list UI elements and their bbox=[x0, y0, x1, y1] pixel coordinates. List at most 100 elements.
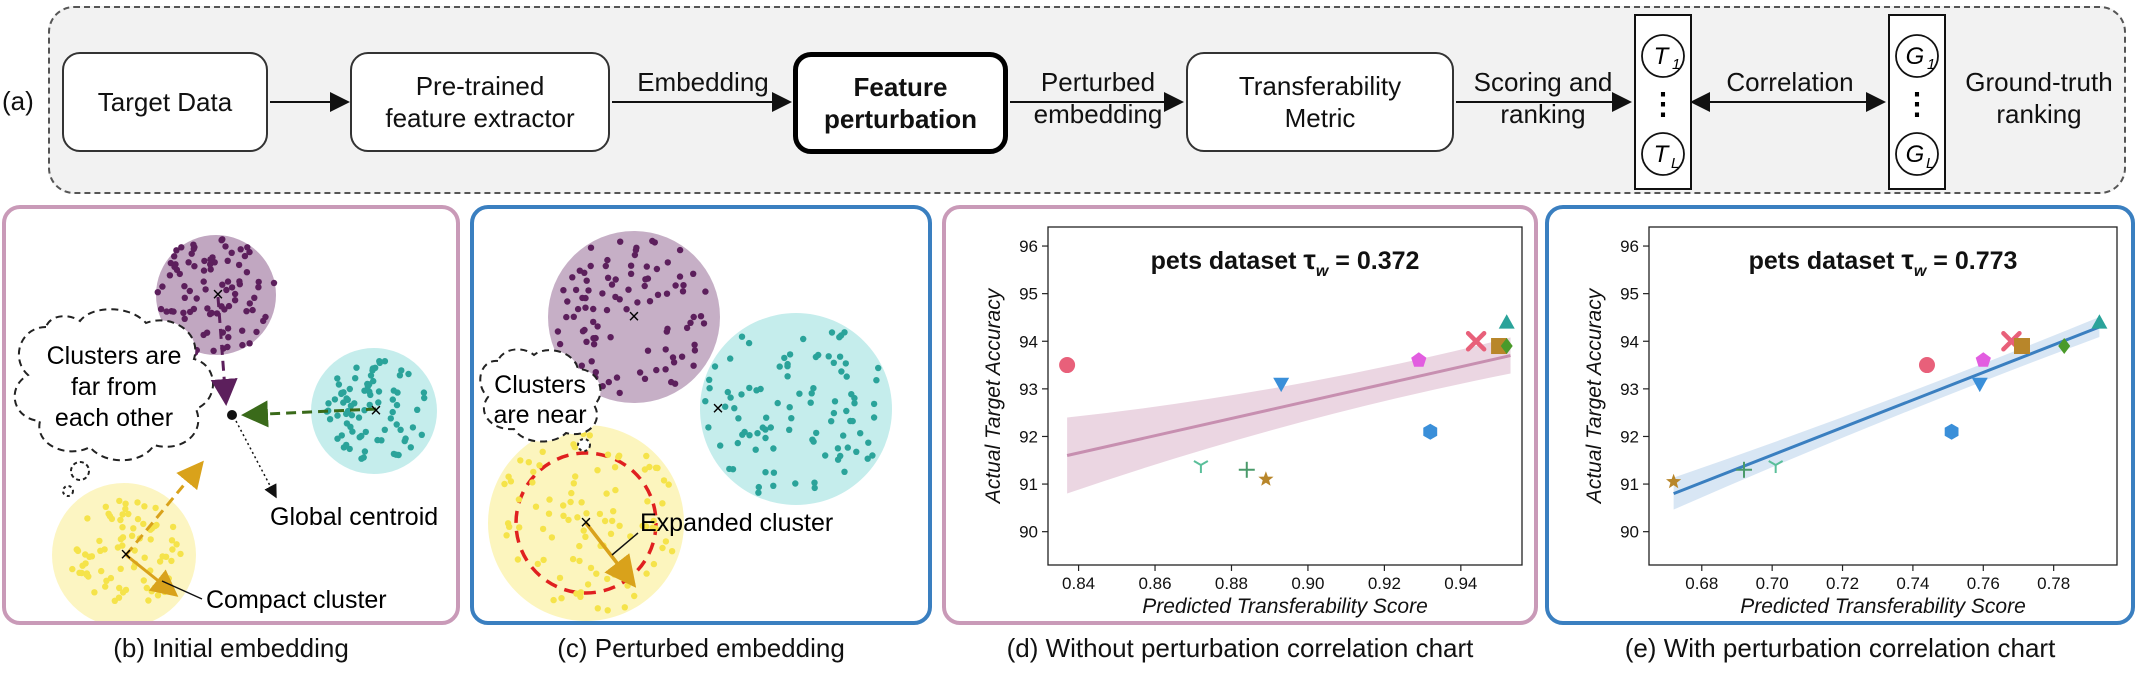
point-purple bbox=[564, 298, 571, 305]
data-point-plus bbox=[1736, 461, 1753, 478]
point-purple bbox=[243, 308, 250, 315]
thought-bubble-tail-perturbed bbox=[577, 438, 591, 452]
node-target-data: Target Data bbox=[62, 52, 268, 152]
point-teal bbox=[726, 465, 733, 473]
x-tick-label: 0.78 bbox=[2037, 574, 2070, 593]
point-purple bbox=[173, 266, 181, 273]
point-teal bbox=[822, 452, 829, 459]
point-purple bbox=[631, 251, 639, 259]
point-purple bbox=[173, 247, 180, 254]
point-teal bbox=[757, 385, 764, 393]
point-purple bbox=[683, 324, 691, 332]
point-teal bbox=[346, 385, 353, 393]
point-purple bbox=[625, 286, 632, 293]
point-yellow bbox=[644, 498, 651, 505]
point-yellow bbox=[665, 481, 672, 488]
point-yellow bbox=[168, 557, 175, 565]
point-teal bbox=[369, 367, 376, 374]
point-teal bbox=[870, 400, 878, 408]
point-yellow bbox=[613, 570, 620, 578]
point-yellow bbox=[560, 502, 567, 509]
point-teal bbox=[754, 430, 761, 437]
point-teal bbox=[355, 414, 363, 421]
point-purple bbox=[255, 284, 262, 291]
point-teal bbox=[397, 426, 404, 433]
arrow-yellow-to-centroid bbox=[124, 460, 204, 556]
point-purple bbox=[554, 328, 562, 335]
thought-bubble-perturbed bbox=[479, 348, 602, 443]
y-tick-label: 96 bbox=[1620, 237, 1639, 256]
point-purple bbox=[225, 302, 233, 310]
point-yellow bbox=[545, 510, 553, 517]
point-teal bbox=[762, 434, 769, 442]
point-teal bbox=[353, 364, 360, 371]
point-teal bbox=[335, 381, 343, 388]
point-yellow bbox=[539, 448, 546, 455]
point-yellow bbox=[143, 584, 150, 592]
data-point-triangle-up bbox=[2091, 314, 2108, 329]
thought-bubble-tail-big bbox=[70, 461, 90, 481]
point-teal bbox=[381, 358, 389, 365]
point-purple bbox=[185, 259, 192, 266]
data-point-square bbox=[1491, 338, 1508, 355]
point-yellow bbox=[576, 542, 583, 550]
point-purple bbox=[181, 315, 188, 322]
panel-initial-embedding: Clusters are far from each other Global … bbox=[2, 205, 460, 625]
point-teal bbox=[390, 387, 397, 394]
point-teal bbox=[343, 420, 351, 427]
data-point-x bbox=[1465, 331, 1487, 352]
point-yellow bbox=[580, 527, 587, 534]
edge-scoring-line1: Scoring and bbox=[1473, 67, 1613, 97]
regression-line bbox=[1066, 354, 1511, 457]
point-purple bbox=[672, 282, 679, 289]
point-teal bbox=[786, 426, 793, 433]
cluster-purple-initial bbox=[156, 235, 276, 355]
point-teal bbox=[396, 372, 404, 379]
point-purple bbox=[641, 375, 649, 382]
point-yellow bbox=[652, 464, 660, 471]
point-purple bbox=[691, 347, 699, 354]
point-yellow bbox=[659, 500, 666, 507]
point-yellow bbox=[646, 463, 653, 471]
rank-t1-letter: T bbox=[1654, 43, 1671, 70]
point-purple bbox=[663, 290, 671, 297]
point-purple bbox=[574, 305, 582, 313]
point-purple bbox=[186, 308, 194, 316]
point-yellow bbox=[607, 530, 615, 537]
point-purple bbox=[244, 244, 251, 251]
point-teal bbox=[875, 364, 882, 372]
point-purple bbox=[690, 270, 697, 277]
chart-without-perturbation: 0.84 0.86 0.88 0.90 0.92 0.94 90 91 92 93 94 95 96 pe… bbox=[982, 226, 1523, 618]
point-teal bbox=[334, 375, 341, 382]
point-purple bbox=[207, 256, 214, 263]
pipeline-arrows bbox=[270, 92, 1886, 112]
point-yellow bbox=[516, 524, 523, 531]
point-purple bbox=[653, 265, 661, 273]
point-teal bbox=[810, 385, 817, 392]
point-yellow bbox=[501, 480, 508, 488]
y-tick-label: 92 bbox=[1019, 427, 1038, 446]
point-purple bbox=[225, 334, 232, 341]
compact-radius-arrow bbox=[125, 553, 179, 597]
rank-tl-sub: L bbox=[1671, 155, 1679, 172]
point-teal bbox=[334, 412, 341, 419]
rank-t1-sub: 1 bbox=[1672, 56, 1680, 73]
rank-gl-letter: G bbox=[1906, 141, 1925, 168]
point-purple bbox=[569, 274, 576, 281]
point-purple bbox=[662, 366, 669, 373]
data-point-plus bbox=[1238, 461, 1255, 478]
point-purple bbox=[636, 369, 644, 376]
panel-perturbed-embedding: Clusters are near Expanded cluster × × × bbox=[470, 205, 932, 625]
point-teal bbox=[414, 406, 421, 413]
point-purple bbox=[669, 354, 677, 361]
edge-label-scoring: Scoring and ranking bbox=[1458, 66, 1628, 130]
point-purple bbox=[594, 323, 601, 330]
point-yellow bbox=[69, 565, 76, 573]
point-yellow bbox=[573, 590, 580, 597]
point-purple bbox=[201, 257, 208, 265]
point-yellow bbox=[168, 537, 176, 544]
point-teal bbox=[755, 489, 762, 496]
point-teal bbox=[869, 452, 876, 459]
point-purple bbox=[602, 262, 609, 270]
arrow-purple-to-centroid bbox=[210, 296, 238, 406]
